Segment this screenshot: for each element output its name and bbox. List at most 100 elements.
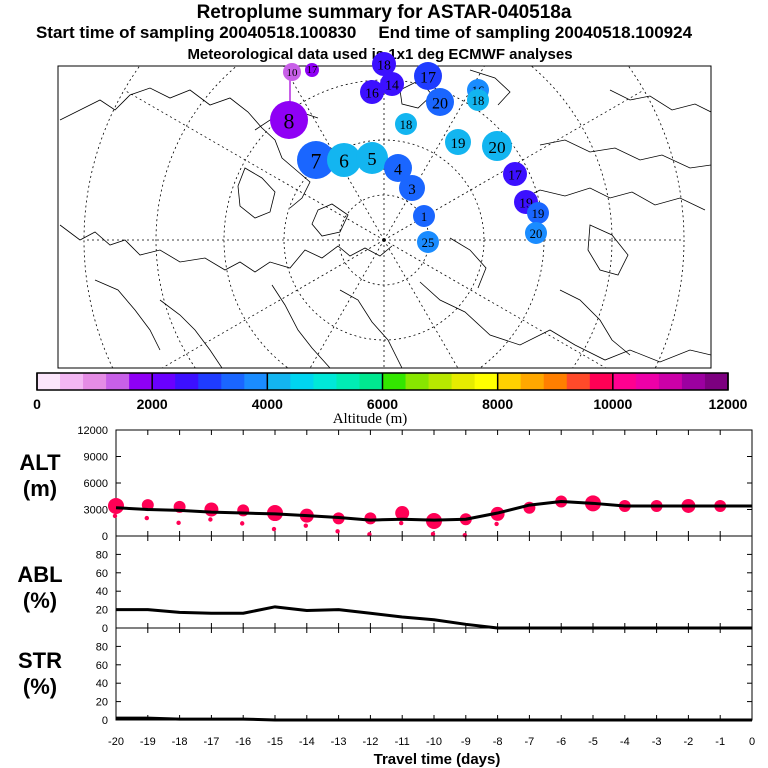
plume-marker: 3: [399, 175, 425, 201]
altitude-cluster-small: [462, 533, 467, 538]
plume-marker-dot: [297, 141, 335, 179]
plume-marker-dot: [360, 80, 384, 104]
colorbar-cell: [198, 373, 222, 390]
plume-marker-dot: [372, 52, 396, 76]
altitude-cluster-small: [367, 532, 372, 537]
colorbar-cell: [221, 373, 245, 390]
plume-marker-label: 17: [508, 167, 522, 182]
plume-marker-label: 20: [432, 95, 448, 112]
y-tick-label: 0: [102, 623, 108, 635]
colorbar-cell: [382, 373, 407, 390]
plume-marker-dot: [270, 101, 308, 139]
panel-ylabel: ALT: [19, 450, 61, 475]
panel-ylabel: ABL: [17, 562, 62, 587]
colorbar-cell: [658, 373, 683, 390]
y-tick-label: 9000: [84, 452, 108, 464]
colorbar-cell: [428, 373, 453, 390]
plume-marker-label: 19: [451, 136, 466, 152]
x-tick-label: -1: [715, 736, 725, 748]
x-tick-label: -15: [267, 736, 283, 748]
colorbar-label: Altitude (m): [333, 411, 408, 427]
series-line: [115, 500, 752, 522]
altitude-cluster-small: [335, 529, 340, 534]
x-tick-label: -6: [556, 736, 566, 748]
colorbar-tick-label: 0: [33, 396, 41, 412]
x-tick-label: -12: [362, 736, 378, 748]
plume-marker-label: 18: [400, 118, 413, 132]
altitude-cluster-small: [399, 520, 404, 526]
plume-marker-dot: [445, 129, 471, 155]
altitude-cluster-small: [176, 520, 181, 526]
plume-marker-label: 17: [420, 69, 436, 86]
plume-marker: 10: [283, 63, 301, 81]
plume-marker: 19: [445, 129, 471, 155]
x-tick-label: -19: [140, 736, 156, 748]
colorbar-cell: [589, 373, 614, 390]
abl-panel: ABL(%) 0 20 40 60 80: [17, 535, 753, 635]
colorbar-cell: [60, 373, 84, 390]
plume-marker: 18: [372, 52, 396, 76]
y-tick-label: 12000: [77, 425, 108, 437]
plume-marker: 17: [414, 62, 442, 90]
y-tick-label: 60: [96, 568, 108, 580]
plume-marker: 14: [380, 72, 404, 96]
x-axis-label: Travel time (days): [374, 751, 501, 768]
plume-marker-dot: [426, 88, 454, 116]
y-tick-label: 80: [96, 641, 108, 653]
x-tick-label: -3: [652, 736, 662, 748]
colorbar-tick-label: 8000: [482, 396, 513, 412]
plume-marker-label: 10: [287, 67, 299, 79]
time-series-panels: ALT(m)030006000900012000ABL(%)020406080S…: [17, 425, 755, 768]
plume-marker-dot: [305, 63, 319, 77]
colorbar-cell: [474, 373, 499, 390]
plume-marker-label: 14: [385, 77, 399, 92]
panel-frame: [115, 627, 753, 721]
plume-marker: 20: [426, 88, 454, 116]
colorbar-tick-label: 12000: [709, 396, 748, 412]
colorbar-cell: [543, 373, 568, 390]
plume-marker-dot: [283, 63, 301, 81]
colorbar-cell: [497, 373, 522, 390]
plume-marker-dot: [503, 162, 527, 186]
x-tick-label: -17: [203, 736, 219, 748]
plume-marker-label: 20: [488, 138, 505, 157]
colorbar-cell: [405, 373, 430, 390]
x-tick-label: -8: [493, 736, 503, 748]
altitude-cluster: [395, 506, 410, 521]
altitude-panel: ALT(m) 0 3000 6000 9000 12000: [19, 425, 753, 543]
plume-marker-label: 18: [377, 57, 391, 72]
map-frame: [57, 65, 712, 369]
x-tick-label: -2: [684, 736, 694, 748]
colorbar-tick-label: 2000: [137, 396, 168, 412]
colorbar-cell: [451, 373, 476, 390]
x-tick-label: -20: [108, 736, 124, 748]
plume-marker: 18: [467, 89, 489, 111]
x-tick-label: -9: [461, 736, 471, 748]
altitude-cluster-small: [303, 523, 308, 528]
colorbar-cell: [359, 373, 383, 390]
plume-marker-label: 25: [422, 236, 435, 250]
plume-marker: 17: [503, 162, 527, 186]
x-tick-label: -5: [588, 736, 598, 748]
y-tick-label: 40: [96, 678, 108, 690]
x-tick-label: -14: [299, 736, 315, 748]
colorbar-cell: [290, 373, 314, 390]
plume-marker-label: 17: [307, 64, 319, 76]
plume-marker-dot: [467, 89, 489, 111]
plume-marker-dot: [399, 175, 425, 201]
plume-marker: 5: [356, 142, 388, 174]
plume-marker-dot: [395, 113, 417, 135]
colorbar-tick-label: 4000: [252, 396, 283, 412]
x-tick-label: 0: [749, 736, 755, 748]
y-tick-label: 0: [102, 715, 108, 727]
altitude-cluster-small: [430, 531, 436, 537]
plume-marker-dot: [527, 202, 549, 224]
y-tick-label: 60: [96, 660, 108, 672]
plume-marker-label: 1: [421, 210, 427, 224]
plume-marker-dot: [413, 205, 435, 227]
plume-marker-dot: [482, 131, 512, 161]
start-time: Start time of sampling 20040518.100830: [35, 23, 357, 42]
retroplume-map: 1017181614178201618181920765431719192012…: [57, 52, 712, 369]
y-tick-label: 6000: [84, 478, 108, 490]
